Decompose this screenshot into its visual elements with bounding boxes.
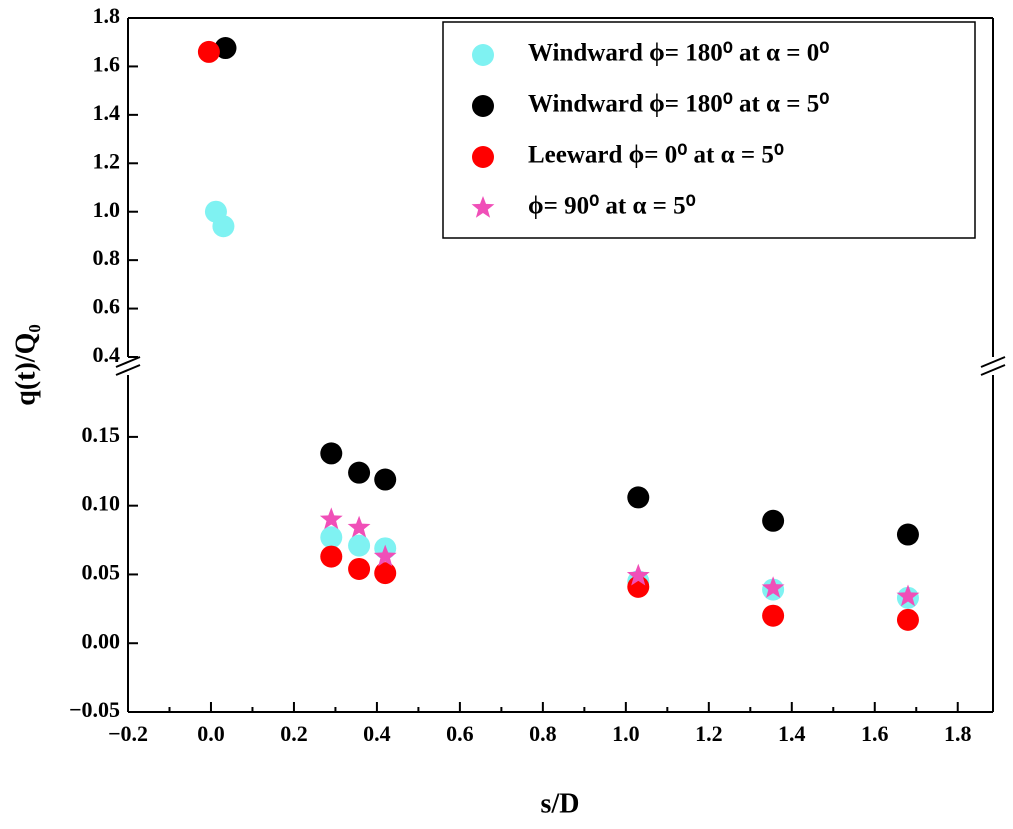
point: [348, 461, 371, 484]
legend-marker: [472, 146, 494, 168]
point: [761, 576, 785, 598]
y-tick-label: −0.05: [69, 697, 120, 722]
point: [626, 563, 650, 586]
point: [320, 442, 343, 465]
point: [214, 37, 237, 60]
y-tick-label: 0.15: [82, 422, 121, 447]
legend-marker: [471, 196, 495, 218]
point: [212, 215, 235, 238]
y-tick-label: 1.8: [93, 3, 121, 28]
x-axis-label: s/D: [541, 788, 580, 819]
point: [320, 526, 343, 549]
y-tick-label: 1.2: [93, 148, 121, 173]
y-axis-label: q(t)/Q₀: [10, 324, 41, 406]
y-tick-label: 1.0: [93, 197, 121, 222]
x-tick-label: 0.2: [280, 721, 308, 746]
legend-box: [442, 21, 976, 239]
point: [374, 562, 397, 585]
point: [762, 509, 785, 532]
legend-label: Leeward ϕ= 0⁰ at α = 5⁰: [528, 142, 784, 169]
point: [197, 40, 220, 63]
axis-break: [980, 364, 1006, 376]
legend-label: Windward ϕ= 180⁰ at α = 0⁰: [528, 40, 829, 67]
x-tick-label: 1.6: [861, 721, 889, 746]
y-tick-label: 0.4: [93, 342, 121, 367]
legend-marker: [472, 95, 494, 117]
point: [320, 545, 343, 568]
y-tick-label: 0.10: [82, 491, 121, 516]
legend-marker: [472, 44, 494, 66]
x-tick-label: 0.4: [363, 721, 391, 746]
y-tick-label: 1.4: [93, 100, 121, 125]
axis-break: [980, 356, 1006, 368]
point: [348, 557, 371, 580]
x-tick-label: 1.4: [778, 721, 806, 746]
y-tick-label: 0.00: [82, 628, 121, 653]
x-tick-label: 0.8: [529, 721, 557, 746]
point: [347, 515, 371, 538]
y-tick-label: 0.05: [82, 559, 121, 584]
y-tick-label: 1.6: [93, 51, 121, 76]
x-tick-label: 0.6: [446, 721, 474, 746]
point: [762, 604, 785, 627]
legend-label: ϕ= 90⁰ at α = 5⁰: [528, 193, 696, 220]
y-tick-label: 0.8: [93, 245, 121, 270]
point: [319, 507, 343, 530]
point: [373, 544, 397, 567]
x-tick-label: 0.0: [197, 721, 225, 746]
x-tick-label: 1.8: [944, 721, 972, 746]
y-tick-label: 0.6: [93, 294, 121, 319]
point: [896, 608, 919, 631]
point: [896, 584, 920, 607]
axis-break: [115, 356, 141, 368]
axis-break: [115, 364, 141, 376]
x-tick-label: −0.2: [108, 721, 148, 746]
x-tick-label: 1.2: [695, 721, 723, 746]
point: [627, 486, 650, 509]
legend-label: Windward ϕ= 180⁰ at α = 5⁰: [528, 91, 829, 118]
point: [896, 523, 919, 546]
x-tick-label: 1.0: [612, 721, 640, 746]
point: [374, 468, 397, 491]
point: [348, 534, 371, 557]
